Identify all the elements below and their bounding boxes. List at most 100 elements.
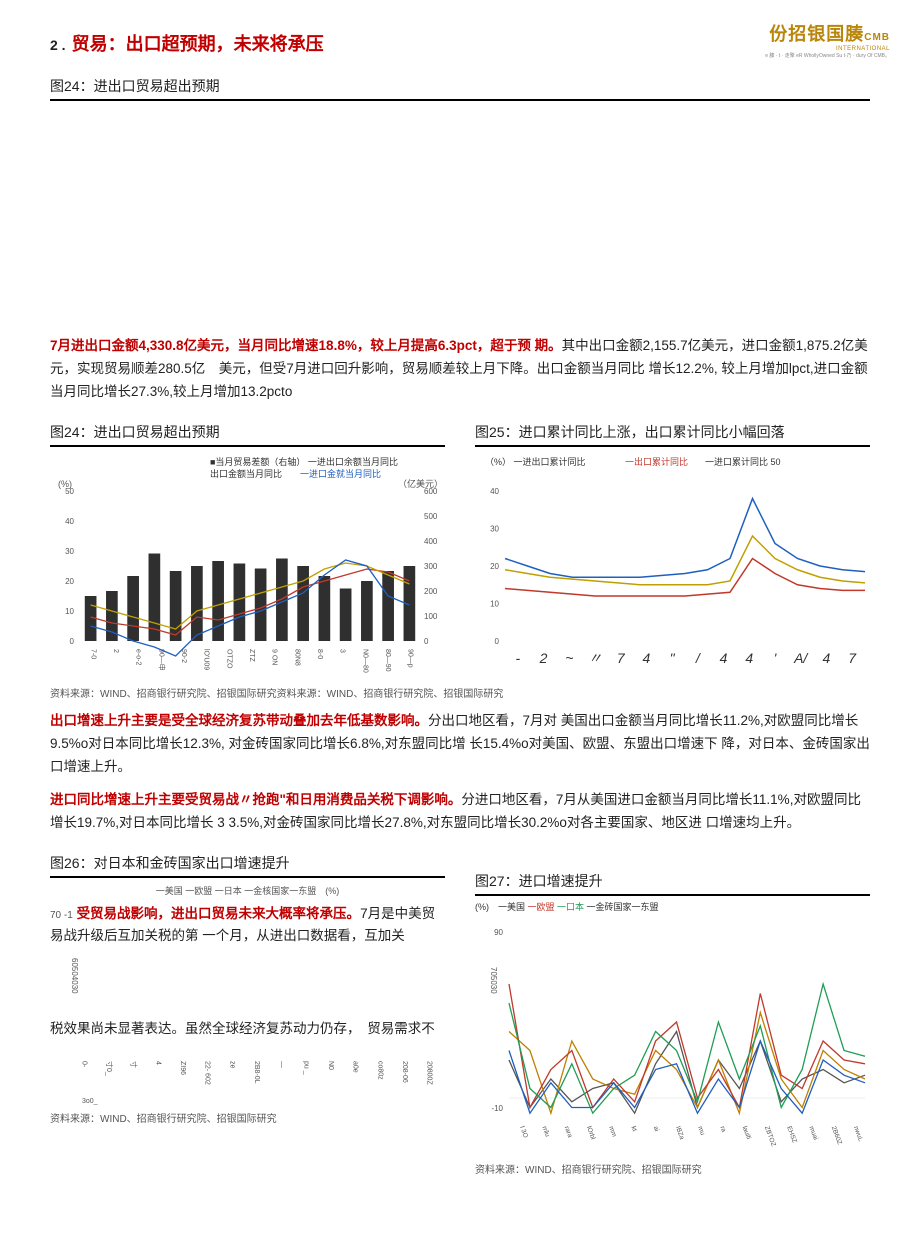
svg-text:ra: ra [718, 1125, 727, 1133]
svg-text:500: 500 [424, 512, 438, 521]
chart-fig25: （%） 一进出口累计同比 一出口累计同比 一进口累计同比 50 40 30 20 10 0 -… [475, 451, 870, 681]
svg-text:EHSZ: EHSZ [785, 1125, 798, 1144]
para-import-growth: 进口同比增速上升主要受贸易战〃抢跑"和日用消费品关税下调影响。分进口地区看，7月… [50, 789, 870, 835]
fig26-title: 图26：对日本和金砖国家出口增速提升 [50, 853, 445, 878]
chart-fig25-svg: （%） 一进出口累计同比 一出口累计同比 一进口累计同比 50 40 30 20 10 0 -… [475, 451, 875, 681]
svg-text:10: 10 [490, 599, 499, 608]
svg-text:30: 30 [65, 547, 74, 556]
svg-text:e-o-2: e-o-2 [135, 649, 142, 665]
svg-text:7: 7 [848, 650, 857, 666]
svg-text:〃: 〃 [588, 650, 602, 666]
svg-text:4: 4 [154, 1061, 161, 1065]
svg-text:20800Z: 20800Z [426, 1061, 433, 1085]
svg-text:90: 90 [494, 928, 503, 937]
svg-text:一出口累计同比: 一出口累计同比 [625, 456, 688, 467]
svg-text:80N8: 80N8 [293, 649, 300, 666]
logo: 份招银国腠CMB INTERNATIONAL e 腠 · t · 走擎 eR W… [765, 20, 890, 59]
svg-text:20: 20 [65, 577, 74, 586]
svg-text:2: 2 [112, 649, 119, 653]
svg-text:ZBTOZ: ZBTOZ [763, 1125, 777, 1147]
chart-fig24: ■当月贸易差额（右轴） 一进出口余额当月同比出口金额当月同比 一进口金就当月同比… [50, 451, 445, 681]
svg-text:208-06: 208-06 [401, 1061, 408, 1083]
svg-text:■当月贸易差额（右轴） 一进出口余额当月同比: ■当月贸易差额（右轴） 一进出口余额当月同比 [210, 456, 398, 467]
svg-text:mu: mu [696, 1125, 706, 1136]
svg-text:100: 100 [424, 612, 438, 621]
svg-text:rara: rara [563, 1125, 574, 1139]
svg-text:一进口金就当月同比: 一进口金就当月同比 [300, 468, 381, 479]
chart-fig26-axis-svg: 0-寸0_寸4ZI9622- 602ze2B8-0L—pu _N0a0eco80… [50, 1051, 450, 1106]
svg-text:": " [670, 650, 676, 666]
svg-text:~: ~ [565, 650, 573, 666]
svg-text:90—申: 90—申 [157, 649, 166, 671]
logo-main: 份招银国腠CMB [765, 20, 890, 46]
svg-text:ZI96: ZI96 [179, 1061, 186, 1075]
fig27-title: 图27：进口增速提升 [475, 871, 870, 896]
svg-text:一进口累计同比 50: 一进口累计同比 50 [705, 456, 781, 467]
svg-text:200: 200 [424, 587, 438, 596]
fig24a-title: 图24：进出口贸易超出预期 [50, 76, 870, 101]
svg-text:（%） 一进出口累计同比: （%） 一进出口累计同比 [485, 456, 586, 467]
svg-text:0: 0 [495, 637, 500, 646]
svg-text:-10: -10 [491, 1104, 503, 1113]
fig26-legend: 一美国 一欧盟 一日本 一金核国家一东盟 (%) [50, 884, 445, 897]
svg-text:pu _: pu _ [302, 1061, 309, 1075]
svg-text:4: 4 [823, 650, 831, 666]
svg-text:0-: 0- [80, 1061, 87, 1068]
svg-text:lOrbl: lOrbl [585, 1125, 596, 1141]
svg-text:20: 20 [490, 562, 499, 571]
svg-text:600: 600 [424, 487, 438, 496]
logo-tiny: e 腠 · t · 走擎 eR WhollyOwned Su t·乃 · dur… [765, 52, 890, 59]
section-index: 2 . [50, 37, 66, 53]
svg-text:出口金额当月同比: 出口金额当月同比 [210, 468, 282, 479]
svg-text:90-2: 90-2 [180, 649, 187, 663]
svg-text:3: 3 [339, 649, 346, 653]
source-26: 资料来源：WIND、招商银行研究院、招银国际研究 [50, 1110, 445, 1125]
svg-text:0: 0 [424, 637, 429, 646]
svg-text:400: 400 [424, 537, 438, 546]
svg-text:kt: kt [629, 1125, 637, 1132]
svg-text:40: 40 [65, 517, 74, 526]
fig26-side-nums: 60504030 [70, 958, 79, 1008]
svg-text:lauifi: lauifi [741, 1125, 752, 1140]
svg-text:4: 4 [643, 650, 651, 666]
svg-text:7: 7 [617, 650, 626, 666]
para-trade-summary: 7月进出口金额4,330.8亿美元，当月同比增速18.8%，较上月提高6.3pc… [50, 335, 870, 404]
fig27-legend: (%) 一美国 一欧盟 一口本 一金砖国家一东盟 [475, 900, 870, 913]
svg-text:8-0: 8-0 [316, 649, 323, 659]
svg-text:N0: N0 [327, 1061, 334, 1070]
svg-text:ze: ze [228, 1061, 235, 1069]
svg-text:lO'U09: lO'U09 [203, 649, 210, 670]
svg-text:9 ON: 9 ON [271, 649, 278, 665]
svg-text:50: 50 [65, 487, 74, 496]
svg-text:10: 10 [65, 607, 74, 616]
chart-fig27-svg: 90705030-10l 3OrriluraralOrblmmktaiIBZam… [475, 917, 875, 1157]
svg-text:90—p: 90—p [407, 649, 414, 668]
section-title: 贸易：出口超预期，未来将承压 [72, 34, 324, 54]
svg-text:nwuL: nwuL [852, 1125, 864, 1142]
svg-text:mm: mm [607, 1125, 617, 1138]
para-export-growth: 出口增速上升主要是受全球经济复苏带动叠加去年低基数影响。分出口地区看，7月对 美… [50, 710, 870, 779]
svg-text:2B60Z: 2B60Z [830, 1125, 843, 1145]
svg-text:muai: muai [807, 1125, 818, 1141]
svg-text:40: 40 [490, 487, 499, 496]
svg-text:a0e: a0e [352, 1061, 359, 1073]
svg-text:寸: 寸 [130, 1061, 139, 1068]
svg-text:IBZa: IBZa [674, 1125, 685, 1141]
svg-text:—: — [278, 1061, 285, 1068]
svg-text:-: - [516, 650, 521, 666]
svg-text:l 3O: l 3O [518, 1125, 529, 1139]
para-trade-war: 70 -1 受贸易战影响，进出口贸易未来大概率将承压。7月是中美贸易战升级后互加… [50, 903, 445, 949]
svg-text:ai: ai [652, 1125, 660, 1132]
svg-text:N0—80: N0—80 [361, 649, 368, 673]
svg-text:705030: 705030 [489, 967, 498, 994]
svg-text:4: 4 [720, 650, 728, 666]
svg-text:/: / [695, 650, 702, 666]
svg-text:3o0_: 3o0_ [82, 1098, 98, 1105]
chart-fig26-axis: 0-寸0_寸4ZI9622- 602ze2B8-0L—pu _N0a0eco80… [50, 1051, 445, 1106]
svg-text:2B8-0L: 2B8-0L [253, 1061, 260, 1084]
svg-text:寸0_: 寸0_ [105, 1061, 114, 1076]
fig24b-title: 图24：进出口贸易超出预期 [50, 422, 445, 447]
fig25-title: 图25：进口累计同比上涨，出口累计同比小幅回落 [475, 422, 870, 447]
chart-fig24-svg: ■当月贸易差额（右轴） 一进出口余额当月同比出口金额当月同比 一进口金就当月同比… [50, 451, 450, 681]
svg-text:30: 30 [490, 524, 499, 533]
